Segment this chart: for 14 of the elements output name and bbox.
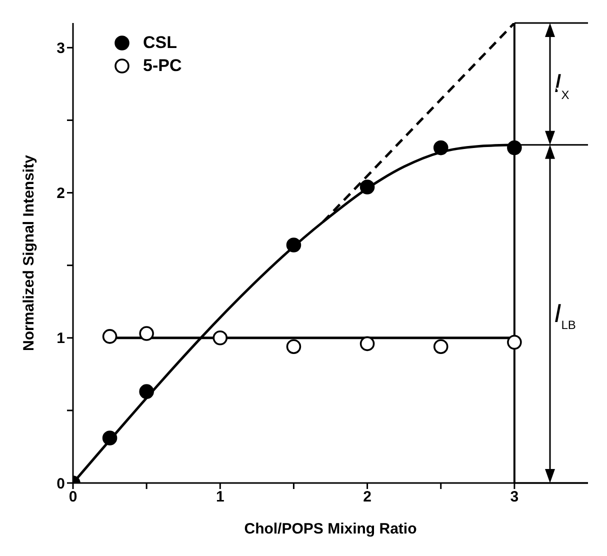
- y-tick-label: 2: [56, 185, 65, 202]
- annotation: I$_{LB}$: [554, 298, 576, 332]
- y-tick-label: 3: [56, 40, 65, 57]
- legend-label: CSL: [143, 33, 177, 53]
- x-tick-label: 0: [68, 488, 78, 506]
- y-axis-title: Normalized Signal Intensity: [20, 154, 38, 351]
- legend-label: 5-PC: [143, 56, 182, 76]
- y-tick-label: 0: [56, 475, 65, 492]
- x-tick-label: 2: [363, 488, 372, 506]
- x-axis-title: Chol/POPS Mixing Ratio: [244, 520, 417, 538]
- y-tick-label: 1: [56, 330, 65, 348]
- annotation: I$_{X}$: [554, 68, 570, 102]
- x-tick-label: 1: [216, 488, 224, 506]
- x-tick-label: 3: [510, 488, 519, 506]
